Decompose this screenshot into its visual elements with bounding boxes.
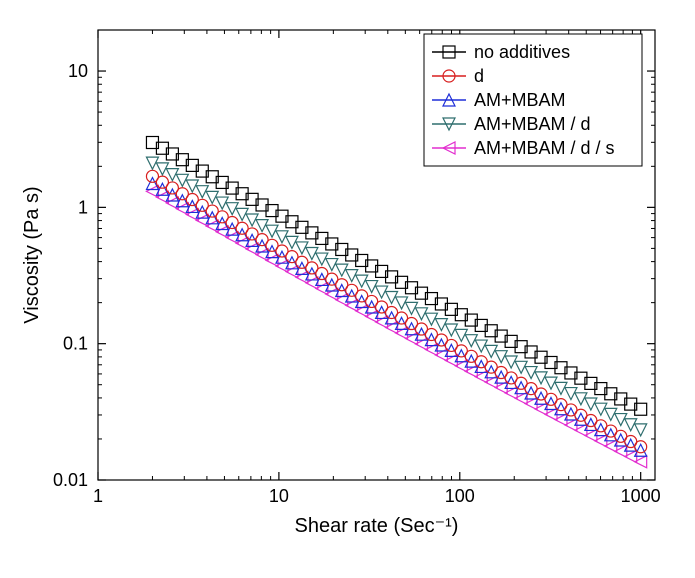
chart-svg: 1 10 100 1000 0.01 0.1 1 10 Shear rate (Sec⁻¹) Vi… [0, 0, 695, 578]
x-tick-label: 1000 [621, 486, 661, 506]
y-tick-label: 1 [78, 197, 88, 217]
viscosity-chart: 1 10 100 1000 0.01 0.1 1 10 Shear rate (Sec⁻¹) Vi… [0, 0, 695, 578]
y-tick-label: 0.01 [53, 470, 88, 490]
legend: no additives d AM+MBAM AM+MBAM / d AM+MBAM /… [424, 34, 642, 166]
legend-label: d [474, 66, 484, 86]
y-tick-label: 0.1 [63, 334, 88, 354]
y-axis-label: Viscosity (Pa s) [21, 186, 43, 323]
legend-label: no additives [474, 42, 570, 62]
legend-label: AM+MBAM [474, 90, 566, 110]
x-tick-label: 10 [269, 486, 289, 506]
x-tick-label: 100 [445, 486, 475, 506]
legend-label: AM+MBAM / d [474, 114, 591, 134]
x-tick-label: 1 [93, 486, 103, 506]
legend-label: AM+MBAM / d / s [474, 138, 615, 158]
x-axis-label: Shear rate (Sec⁻¹) [295, 515, 459, 537]
y-tick-label: 10 [68, 61, 88, 81]
